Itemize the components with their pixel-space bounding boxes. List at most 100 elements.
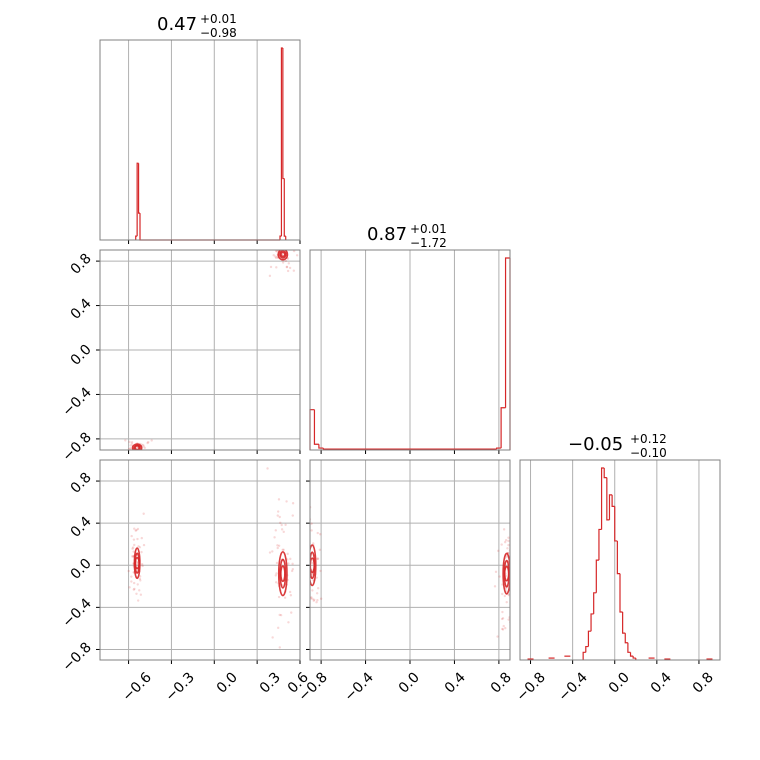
p21-sample-0-38 [279,243,281,245]
p32-sample-1-11 [515,590,517,592]
h3-bin-18 [629,652,634,657]
h1-bin-8 [283,178,286,237]
p32-sample-0-15 [313,598,316,601]
p31-sample-1-48 [277,595,281,599]
p32-sample-0-3 [312,599,315,602]
p21-sample-0-59 [287,243,289,245]
p31-sample-0-35 [141,564,144,568]
p21-sample-0-47 [286,242,288,244]
p31-sample-0-39 [136,599,140,602]
p21-sample-1-58 [138,455,140,457]
title-1-plus: +0.01 [200,12,237,26]
p31-sample-1-25 [282,548,285,552]
p31-sample-0-56 [142,512,145,515]
p31-sample-1-38 [279,613,283,617]
p32-sample-0-31 [316,587,320,590]
p21-sample-1-26 [124,439,127,442]
p31-sample-1-3 [290,569,294,573]
p31-sample-0-22 [139,579,142,582]
h3-bin-16 [624,633,628,644]
p32-sample-0-2 [307,554,309,556]
p32-sample-1-48 [512,579,514,581]
x-tick-p1-2: 0.0 [214,670,241,697]
p32-sample-0-41 [310,529,313,532]
p32-sample-1-23 [510,539,512,541]
title-param-1: 0.47 +0.01 −0.98 [157,12,237,40]
x-tick-labels-param-2: −0.8 −0.4 0.0 0.4 0.8 [295,669,514,704]
h1-bin-7 [282,48,285,180]
p32-sample-1-45 [496,635,499,638]
p32-sample-0-34 [302,617,304,619]
p21-sample-1-21 [135,453,137,455]
p32-sample-1-58 [493,585,497,588]
title-3-value: −0.05 [568,434,623,455]
x-tick-p3-2: 0.0 [606,670,633,697]
p21-sample-1-0 [146,441,149,445]
h1-bin-0 [135,235,138,240]
p21-sample-1-18 [138,453,140,455]
p21-sample-0-0 [306,256,308,258]
p32-sample-1-30 [494,570,498,574]
title-2-minus: −1.72 [410,236,447,250]
p32-sample-1-28 [497,549,500,553]
p31-sample-1-42 [281,548,284,551]
p32-sample-0-49 [306,594,308,596]
h3-frame [519,459,721,661]
h3-bin-8 [603,468,607,479]
y-tick-labels-param-3: 0.8 0.4 0.0 −0.4 −0.8 [59,470,94,675]
p21-sample-1-43 [130,442,134,445]
p21-sample-1-10 [144,452,146,454]
p31-sample-0-3 [136,561,139,564]
p31-sample-1-16 [277,626,280,630]
x-tick-p3-4: 0.8 [690,670,717,697]
p31-sample-0-26 [138,546,142,549]
p32-sample-1-8 [500,543,503,546]
p31-sample-1-20 [278,646,281,649]
p32-sample-0-36 [312,542,315,545]
h3-bin-10 [608,494,613,520]
p32-sample-0-48 [319,533,322,536]
y-tick-p3-1: 0.4 [68,514,95,541]
p31-sample-1-13 [274,581,278,584]
p21-sample-1-46 [148,456,150,458]
p21-sample-0-53 [292,269,296,272]
p31-sample-0-45 [135,592,138,595]
p21-sample-0-4 [287,247,289,249]
p32-sample-1-5 [501,627,504,631]
p32-sample-0-12 [305,560,307,562]
p32-sample-1-12 [507,543,510,547]
p32-sample-0-50 [316,557,319,561]
p31-sample-0-30 [134,529,137,532]
p32-sample-0-47 [311,589,314,592]
p31-sample-0-57 [137,545,140,548]
x-tick-p1-1: −0.3 [162,670,197,705]
p32-sample-1-26 [503,540,507,544]
p31-contour-1-2 [280,565,286,583]
p32-sample-1-55 [505,555,509,559]
p31-frame [99,459,301,661]
p32-sample-0-26 [306,576,308,578]
p21-sample-0-17 [275,250,279,253]
p21-sample-0-34 [288,266,292,270]
p21-sample-1-22 [141,443,145,447]
y-tick-p2-3: −0.4 [59,384,94,419]
p21-sample-0-57 [274,255,277,258]
p31-sample-0-43 [131,555,134,558]
p31-sample-1-15 [290,611,293,614]
p31-sample-0-58 [136,561,139,565]
title-2-plus: +0.01 [410,222,447,236]
h2-bin-2 [318,444,324,449]
p32-sample-1-37 [504,539,508,542]
p31-sample-0-18 [133,527,136,530]
h3-bin-9 [606,477,610,521]
p31-sample-1-33 [266,467,269,470]
p21-sample-0-15 [272,254,275,257]
h2-bin-6 [504,257,510,408]
p31-sample-1-58 [275,561,279,565]
p31-sample-0-8 [132,581,136,585]
p31-sample-1-47 [285,500,288,503]
p31-sample-0-29 [133,543,136,547]
p21-sample-1-19 [151,453,153,455]
p32-sample-1-59 [501,610,504,614]
